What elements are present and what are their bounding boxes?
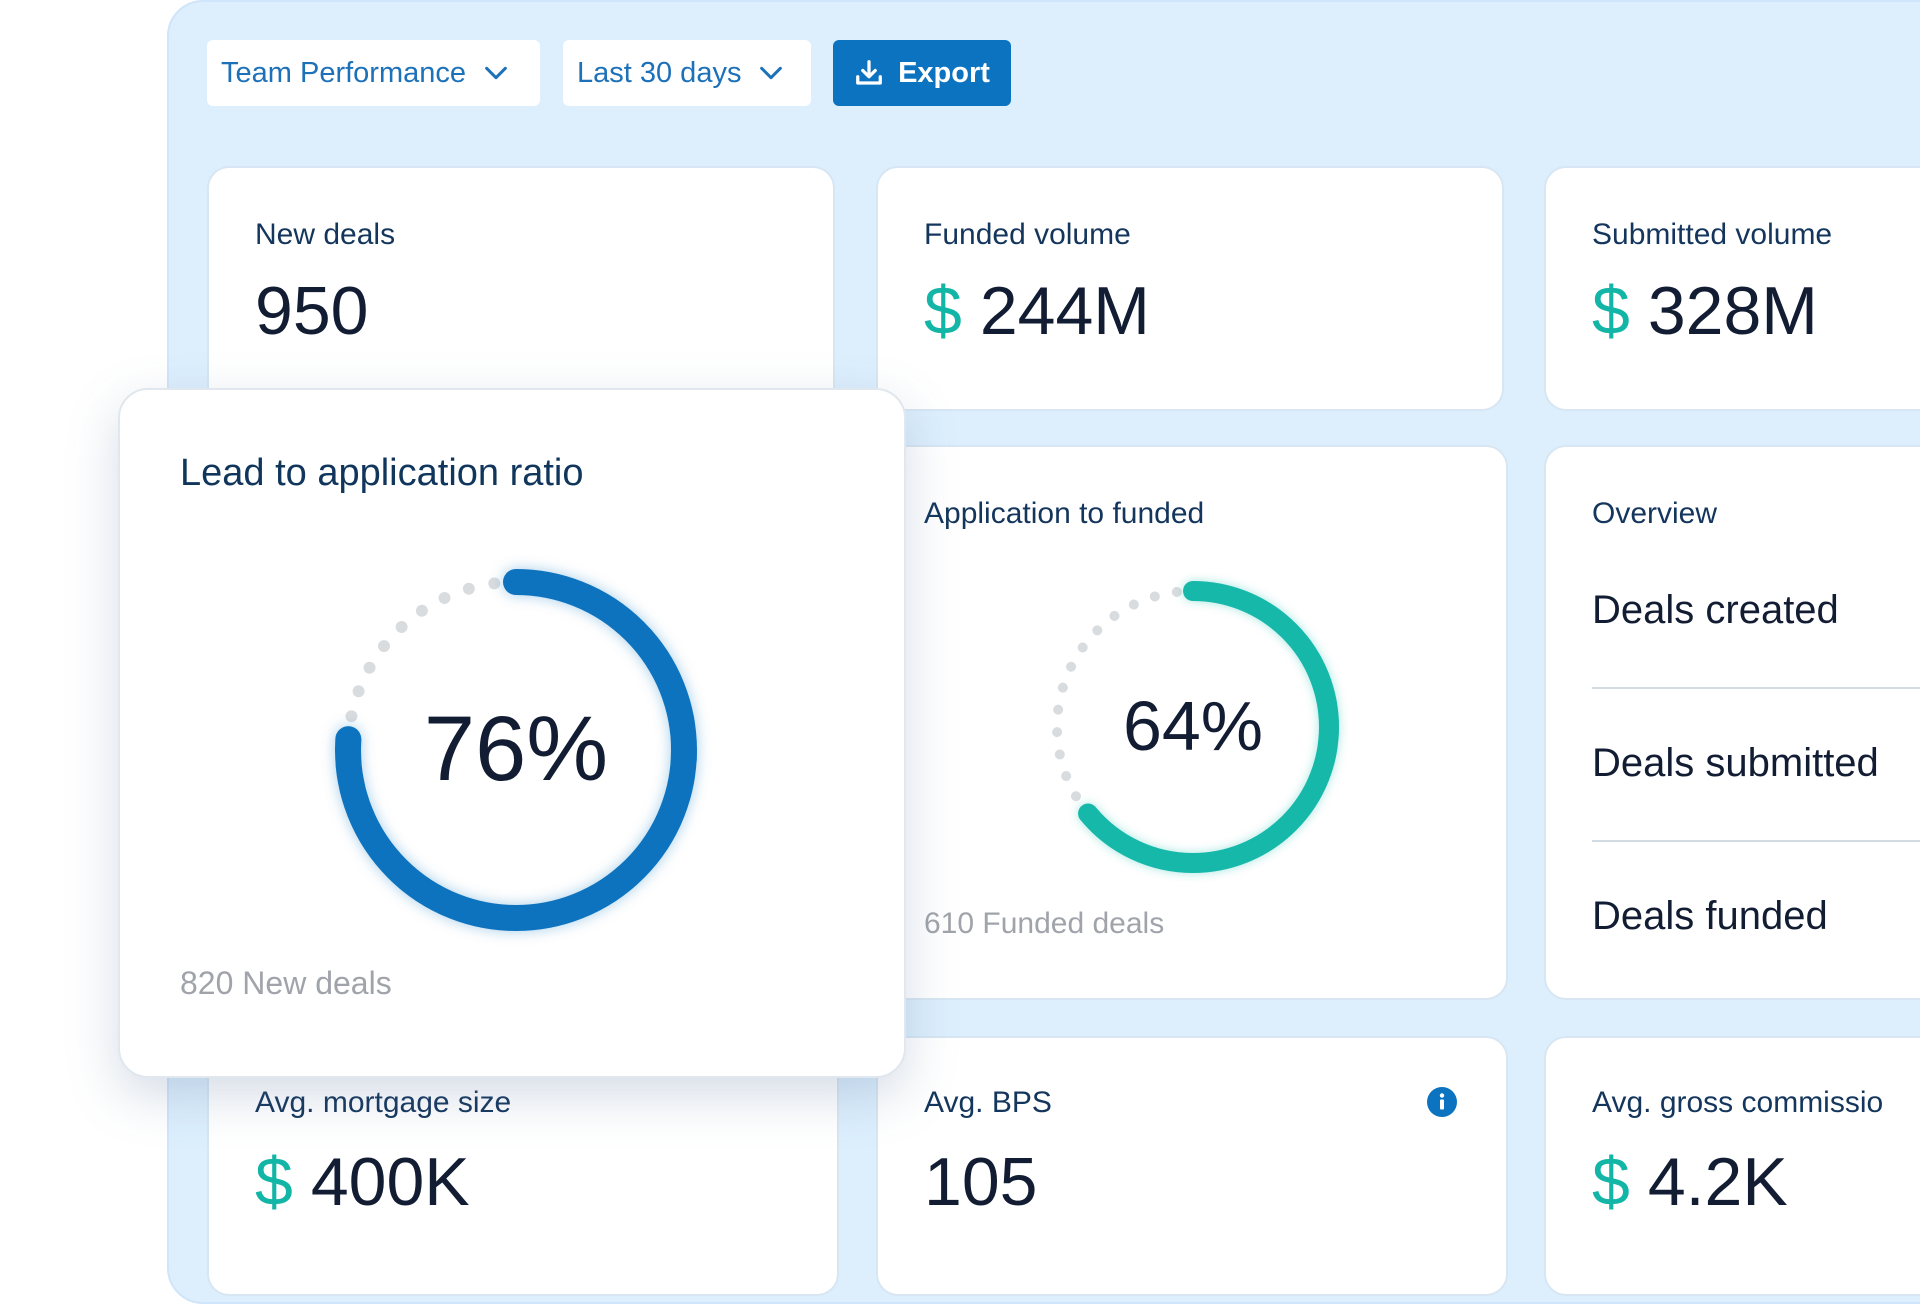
avg-mortgage-value: $ 400K: [255, 1143, 470, 1221]
application-to-funded-gauge: 64%: [1047, 581, 1339, 873]
gauge-track: [342, 576, 690, 924]
new-deals-value: 950: [255, 272, 368, 350]
lead-to-application-popup: Lead to application ratio 76% 820 New de…: [118, 388, 906, 1078]
dollar-sign: $: [255, 1144, 293, 1220]
submitted-volume-card: Submitted volume $ 328M: [1544, 166, 1920, 411]
chevron-down-icon: [485, 66, 507, 80]
export-label: Export: [898, 56, 990, 89]
avg-commission-value: $ 4.2K: [1592, 1143, 1788, 1221]
download-icon: [856, 60, 882, 85]
overview-label: Overview: [1592, 497, 1718, 530]
avg-bps-label: Avg. BPS: [924, 1086, 1052, 1119]
avg-mortgage-number: 400K: [310, 1144, 470, 1220]
period-dropdown[interactable]: Last 30 days: [563, 40, 811, 106]
avg-bps-card: Avg. BPS 105: [876, 1036, 1508, 1296]
new-deals-label: New deals: [255, 218, 396, 251]
export-button[interactable]: Export: [833, 40, 1011, 106]
gauge-percent: 76%: [424, 698, 608, 800]
popup-title: Lead to application ratio: [180, 452, 584, 494]
new-deals-footnote: 820 New deals: [180, 965, 392, 1001]
avg-commission-card: Avg. gross commissio $ 4.2K: [1544, 1036, 1920, 1296]
gauge-track: [1052, 586, 1334, 868]
period-dropdown-label: Last 30 days: [577, 56, 742, 89]
overview-row-created[interactable]: Deals created: [1592, 588, 1839, 632]
new-deals-card: New deals 950: [207, 166, 835, 411]
avg-bps-number: 105: [924, 1144, 1038, 1220]
submitted-volume-value: $ 328M: [1592, 272, 1818, 350]
report-dropdown[interactable]: Team Performance: [207, 40, 540, 106]
report-dropdown-label: Team Performance: [221, 56, 466, 89]
funded-volume-value: $ 244M: [924, 272, 1150, 350]
new-deals-number: 950: [255, 273, 369, 349]
dollar-sign: $: [1592, 1144, 1630, 1220]
submitted-volume-number: 328M: [1647, 273, 1818, 349]
divider: [1592, 840, 1920, 842]
dollar-sign: $: [924, 273, 962, 349]
info-icon[interactable]: [1426, 1086, 1458, 1118]
funded-deals-footnote: 610 Funded deals: [924, 907, 1165, 940]
submitted-volume-label: Submitted volume: [1592, 218, 1833, 251]
avg-mortgage-label: Avg. mortgage size: [255, 1086, 512, 1119]
funded-volume-card: Funded volume $ 244M: [876, 166, 1504, 411]
avg-bps-value: 105: [924, 1143, 1037, 1221]
avg-commission-label: Avg. gross commissio: [1592, 1086, 1884, 1119]
gauge-progress: [1047, 581, 1339, 873]
overview-row-submitted[interactable]: Deals submitted: [1592, 741, 1879, 785]
gauge-percent: 64%: [1123, 687, 1263, 765]
funded-volume-number: 244M: [979, 273, 1150, 349]
lead-to-application-gauge: 76%: [335, 569, 697, 931]
gauge-progress: [335, 569, 697, 931]
application-to-funded-label: Application to funded: [924, 497, 1205, 530]
overview-row-funded[interactable]: Deals funded: [1592, 894, 1828, 938]
dollar-sign: $: [1592, 273, 1630, 349]
overview-card: Overview: [1544, 445, 1920, 1000]
application-to-funded-card: Application to funded 64% 610 Funded dea…: [876, 445, 1508, 1000]
avg-commission-number: 4.2K: [1647, 1144, 1788, 1220]
funded-volume-label: Funded volume: [924, 218, 1131, 251]
divider: [1592, 687, 1920, 689]
chevron-down-icon: [760, 66, 783, 80]
